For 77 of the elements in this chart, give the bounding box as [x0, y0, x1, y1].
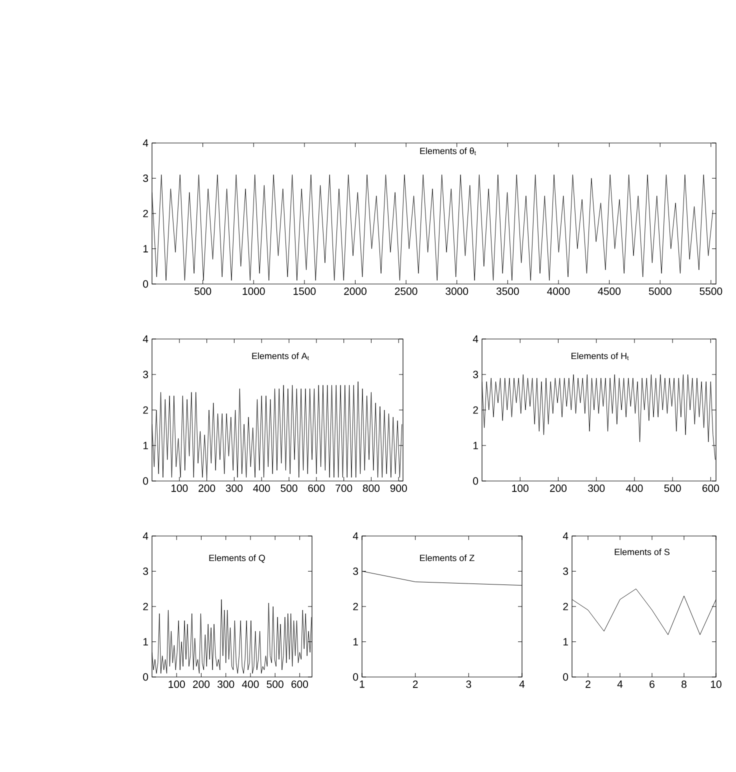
x-tick-label: 300 — [588, 484, 605, 492]
y-tick-label: 4 — [562, 532, 568, 540]
x-tick-label: 1500 — [294, 288, 316, 295]
y-tick-label: 1 — [563, 638, 568, 646]
y-tick-label: 2 — [143, 406, 148, 414]
y-tick-label: 3 — [143, 568, 148, 575]
x-tick-label: 300 — [226, 484, 243, 492]
x-tick-label: 600 — [702, 484, 719, 492]
x-tick-label: 400 — [242, 680, 259, 688]
y-tick-label: 2 — [473, 406, 478, 414]
y-tick-label: 2 — [143, 602, 148, 610]
text: Elements of H$_{t}$ — [572, 352, 629, 360]
y-tick-label: 0 — [143, 280, 148, 288]
x-tick-label: 4000 — [547, 288, 570, 295]
y-tick-label: 4 — [142, 532, 148, 540]
y-tick-label: 0 — [143, 477, 148, 485]
x-tick-label: 500 — [664, 484, 681, 492]
y-tick-label: 1 — [473, 442, 478, 450]
x-tick-label: 5000 — [648, 288, 672, 295]
x-tick-label: 10 — [710, 680, 722, 688]
y-tick-label: 2 — [143, 210, 148, 218]
y-tick-label: 3 — [143, 174, 148, 182]
x-tick-label: 600 — [291, 680, 308, 688]
y-tick-label: 3 — [473, 370, 478, 378]
x-tick-label: 100 — [512, 484, 528, 492]
x-tick-label: 8 — [682, 680, 686, 688]
y-tick-label: 4 — [142, 139, 148, 147]
x-tick-label: 300 — [218, 680, 234, 688]
text: Elements of S — [614, 548, 670, 556]
x-tick-label: 700 — [336, 484, 352, 492]
x-tick-label: 400 — [253, 484, 270, 492]
x-tick-label: 5500 — [700, 288, 722, 295]
y-tick-label: 3 — [353, 568, 358, 575]
x-tick-label: 1000 — [242, 288, 265, 295]
x-tick-label: 2000 — [344, 288, 366, 295]
chart-title: Elements of θ$_{t}$ — [420, 148, 476, 156]
text: Elements of A$_{t}$ — [252, 352, 309, 360]
y-tick-label: 0 — [473, 477, 478, 485]
y-tick-label: 2 — [353, 602, 358, 610]
x-tick-label: 400 — [626, 484, 643, 492]
x-tick-label: 500 — [280, 484, 298, 492]
x-tick-label: 4 — [617, 680, 623, 688]
x-tick-label: 600 — [308, 484, 325, 492]
x-tick-label: 500 — [194, 288, 212, 295]
x-tick-label: 3 — [466, 680, 472, 688]
y-tick-label: 2 — [563, 602, 568, 610]
x-tick-label: 3500 — [496, 288, 519, 295]
x-tick-label: 800 — [362, 484, 380, 492]
x-tick-label: 100 — [168, 680, 185, 688]
y-tick-label: 1 — [143, 245, 148, 252]
x-tick-label: 2 — [586, 680, 590, 688]
y-tick-label: 0 — [143, 673, 148, 681]
x-tick-label: 200 — [193, 680, 210, 688]
x-tick-label: 4500 — [598, 288, 621, 295]
x-tick-label: 4 — [519, 680, 525, 688]
x-tick-label: 6 — [650, 680, 654, 688]
x-tick-label: 900 — [390, 484, 407, 492]
y-tick-label: 4 — [142, 335, 148, 343]
x-tick-label: 200 — [550, 484, 567, 492]
x-tick-label: 200 — [198, 484, 216, 492]
y-tick-label: 0 — [353, 673, 358, 681]
x-tick-label: 500 — [266, 680, 284, 688]
x-tick-label: 3000 — [446, 288, 468, 295]
x-tick-label: 100 — [171, 484, 188, 492]
y-tick-label: 3 — [563, 568, 568, 575]
x-tick-label: 1 — [360, 680, 364, 688]
y-tick-label: 1 — [143, 638, 148, 646]
y-tick-label: 4 — [352, 532, 358, 540]
y-tick-label: 1 — [353, 638, 358, 646]
text: Elements of Z — [420, 554, 474, 562]
y-tick-label: 0 — [563, 673, 568, 681]
y-tick-label: 4 — [472, 335, 478, 343]
text: Elements of Q — [209, 554, 265, 563]
y-tick-label: 3 — [143, 370, 148, 378]
y-tick-label: 1 — [143, 442, 148, 450]
x-tick-label: 2500 — [394, 288, 418, 295]
x-tick-label: 2 — [412, 680, 418, 688]
